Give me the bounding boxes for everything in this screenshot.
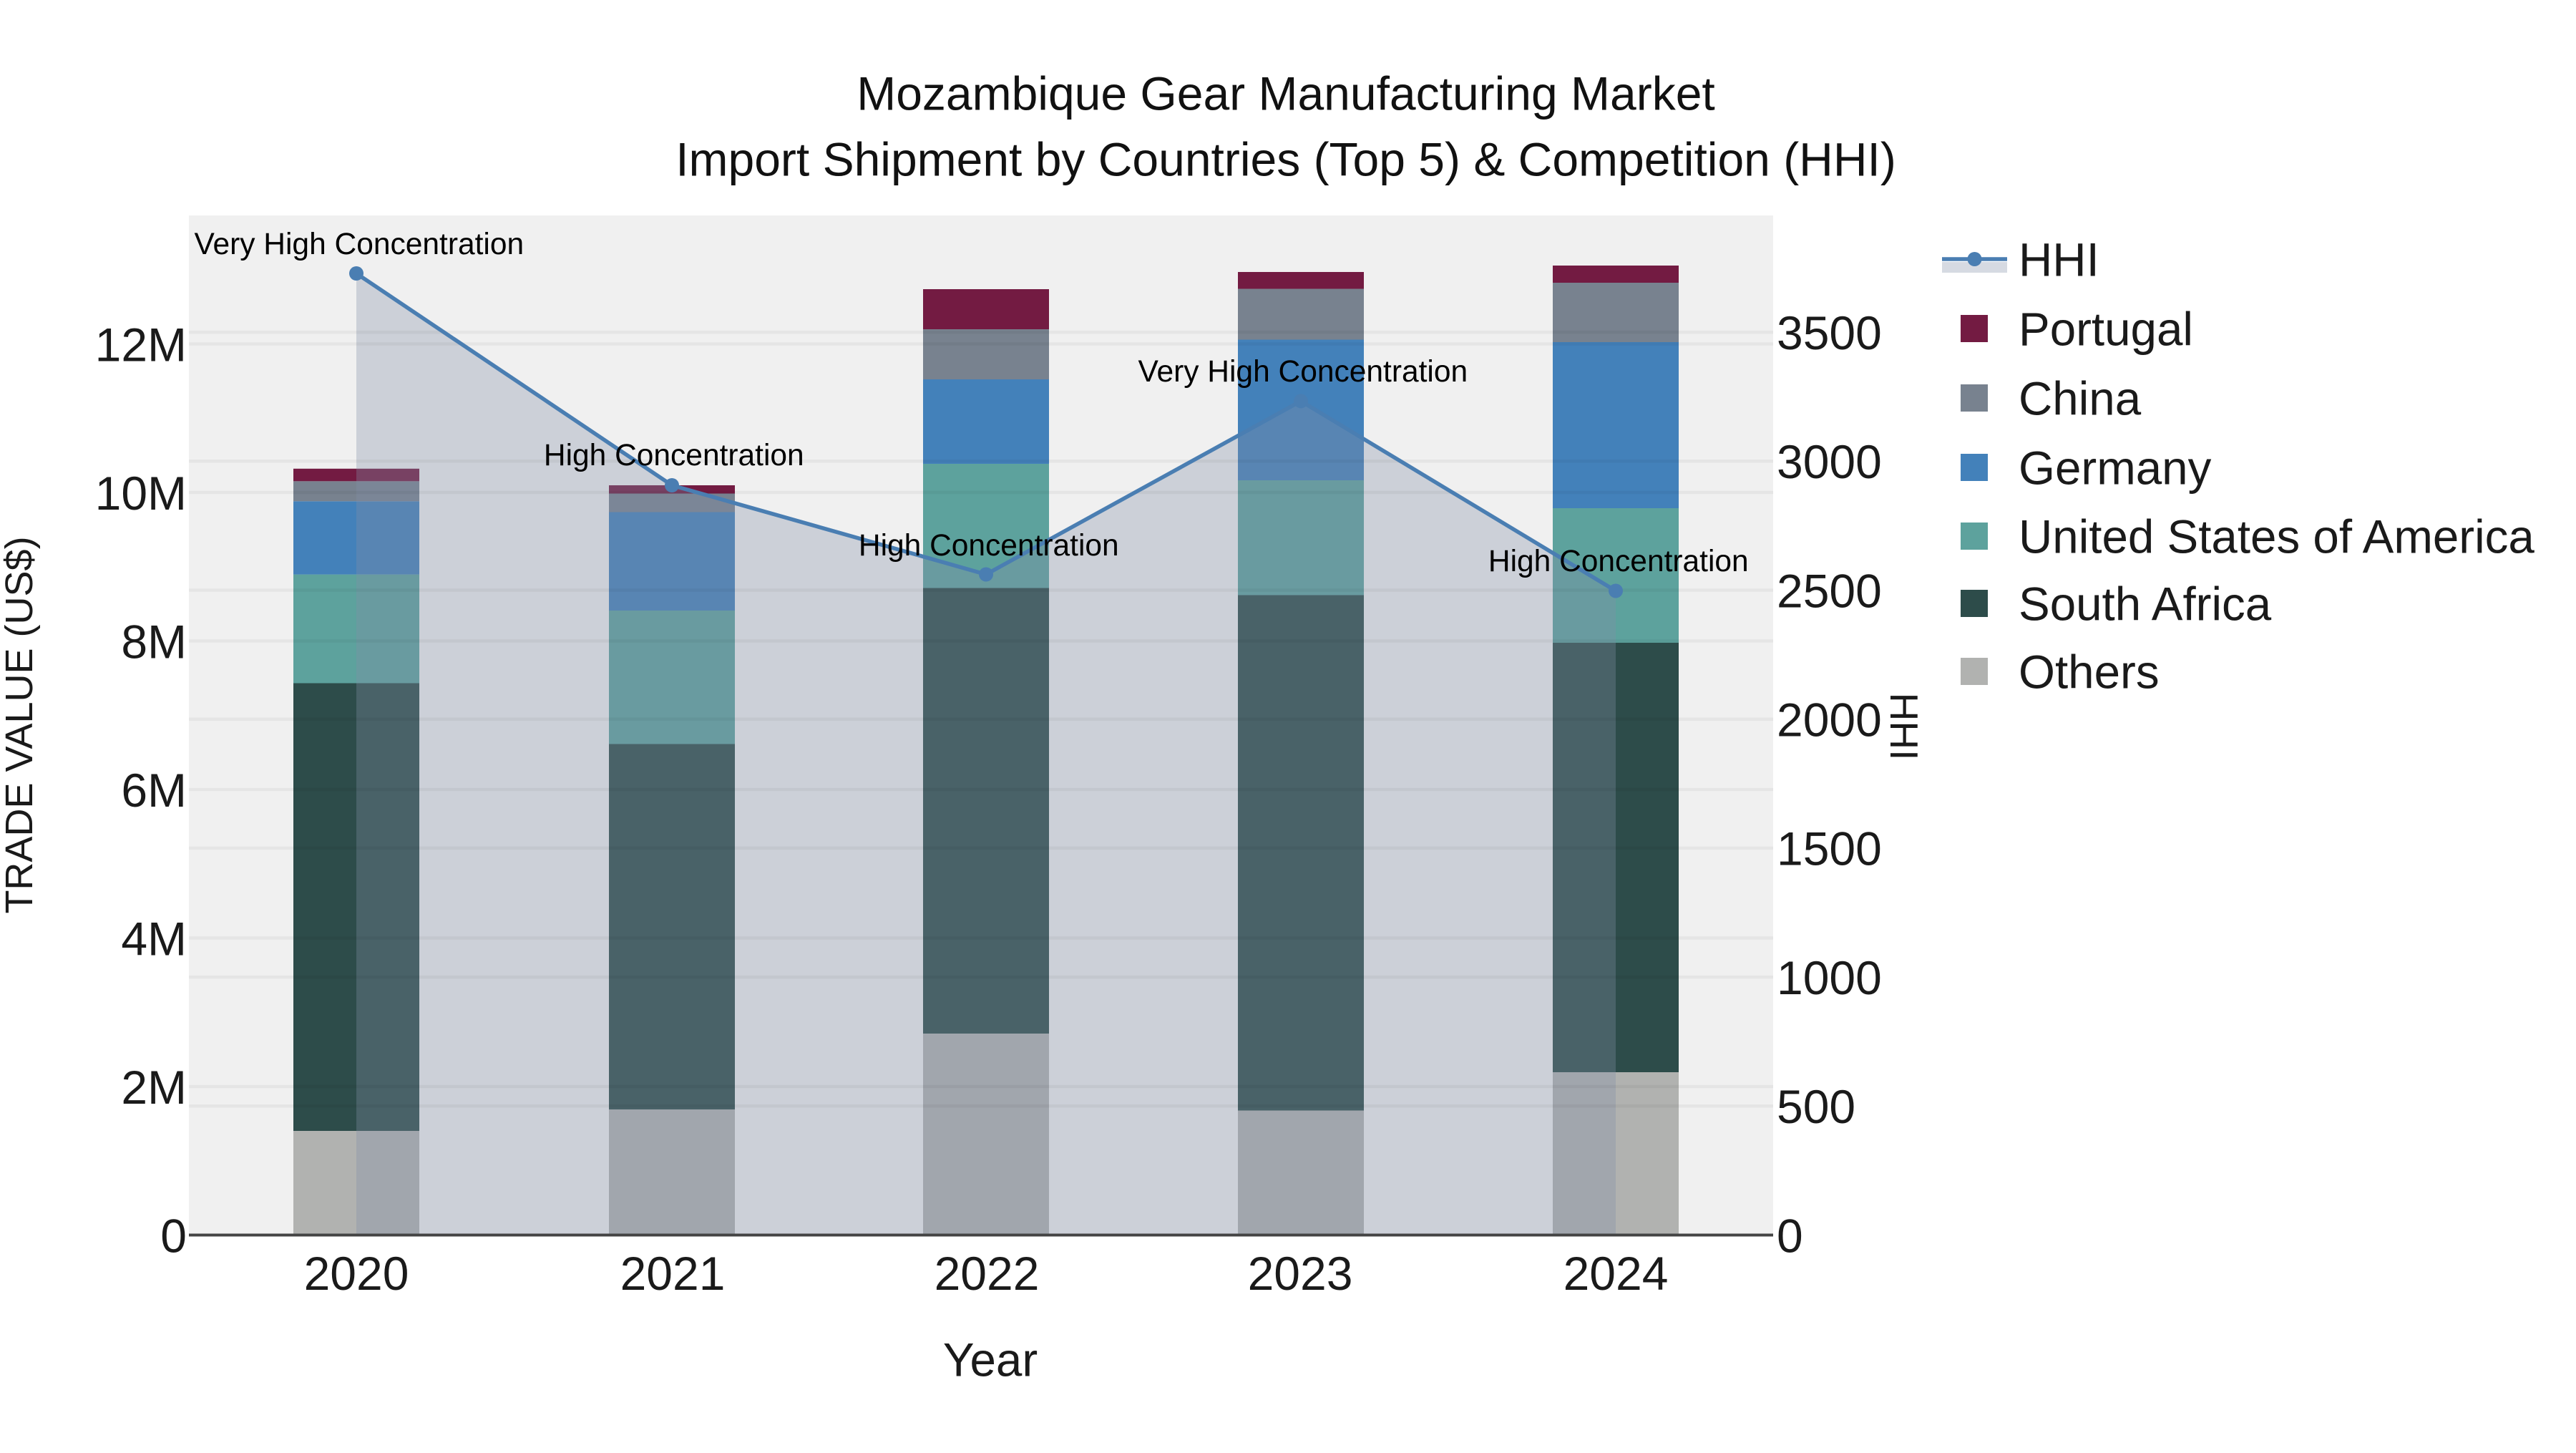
svg-text:1500: 1500 bbox=[1777, 822, 1882, 875]
svg-text:4M: 4M bbox=[121, 912, 187, 965]
svg-text:2000: 2000 bbox=[1777, 693, 1882, 746]
svg-text:3500: 3500 bbox=[1777, 306, 1882, 359]
svg-text:2021: 2021 bbox=[620, 1247, 726, 1300]
svg-text:South Africa: South Africa bbox=[2019, 578, 2272, 631]
svg-text:8M: 8M bbox=[121, 615, 187, 668]
svg-text:High Concentration: High Concentration bbox=[859, 529, 1119, 563]
svg-text:6M: 6M bbox=[121, 764, 187, 817]
svg-text:HHI: HHI bbox=[1882, 693, 1926, 761]
svg-text:500: 500 bbox=[1777, 1080, 1855, 1133]
svg-text:Germany: Germany bbox=[2019, 442, 2212, 495]
svg-text:2024: 2024 bbox=[1563, 1247, 1669, 1300]
svg-text:2023: 2023 bbox=[1248, 1247, 1353, 1300]
svg-text:10M: 10M bbox=[95, 467, 187, 520]
svg-text:Year: Year bbox=[943, 1333, 1038, 1386]
svg-text:High Concentration: High Concentration bbox=[544, 439, 804, 472]
svg-text:1000: 1000 bbox=[1777, 951, 1882, 1004]
svg-text:3000: 3000 bbox=[1777, 435, 1882, 488]
svg-text:2020: 2020 bbox=[304, 1247, 409, 1300]
svg-text:12M: 12M bbox=[95, 318, 187, 371]
svg-text:0: 0 bbox=[160, 1209, 187, 1262]
svg-text:TRADE VALUE (US$): TRADE VALUE (US$) bbox=[0, 536, 41, 913]
svg-text:2M: 2M bbox=[121, 1061, 187, 1114]
svg-text:Very High Concentration: Very High Concentration bbox=[1138, 355, 1468, 389]
svg-text:2500: 2500 bbox=[1777, 564, 1882, 617]
svg-text:China: China bbox=[2019, 373, 2142, 425]
svg-text:Others: Others bbox=[2019, 646, 2160, 699]
svg-text:Import Shipment by Countries (: Import Shipment by Countries (Top 5) & C… bbox=[675, 133, 1896, 186]
svg-text:High Concentration: High Concentration bbox=[1488, 545, 1749, 578]
svg-text:United States of America: United States of America bbox=[2019, 511, 2534, 563]
svg-text:2022: 2022 bbox=[935, 1247, 1040, 1300]
svg-text:HHI: HHI bbox=[2019, 234, 2099, 286]
svg-text:Very High Concentration: Very High Concentration bbox=[194, 228, 524, 261]
svg-text:Portugal: Portugal bbox=[2019, 303, 2193, 356]
svg-text:Mozambique Gear Manufacturing: Mozambique Gear Manufacturing Market bbox=[857, 67, 1715, 120]
svg-text:0: 0 bbox=[1777, 1209, 1803, 1262]
